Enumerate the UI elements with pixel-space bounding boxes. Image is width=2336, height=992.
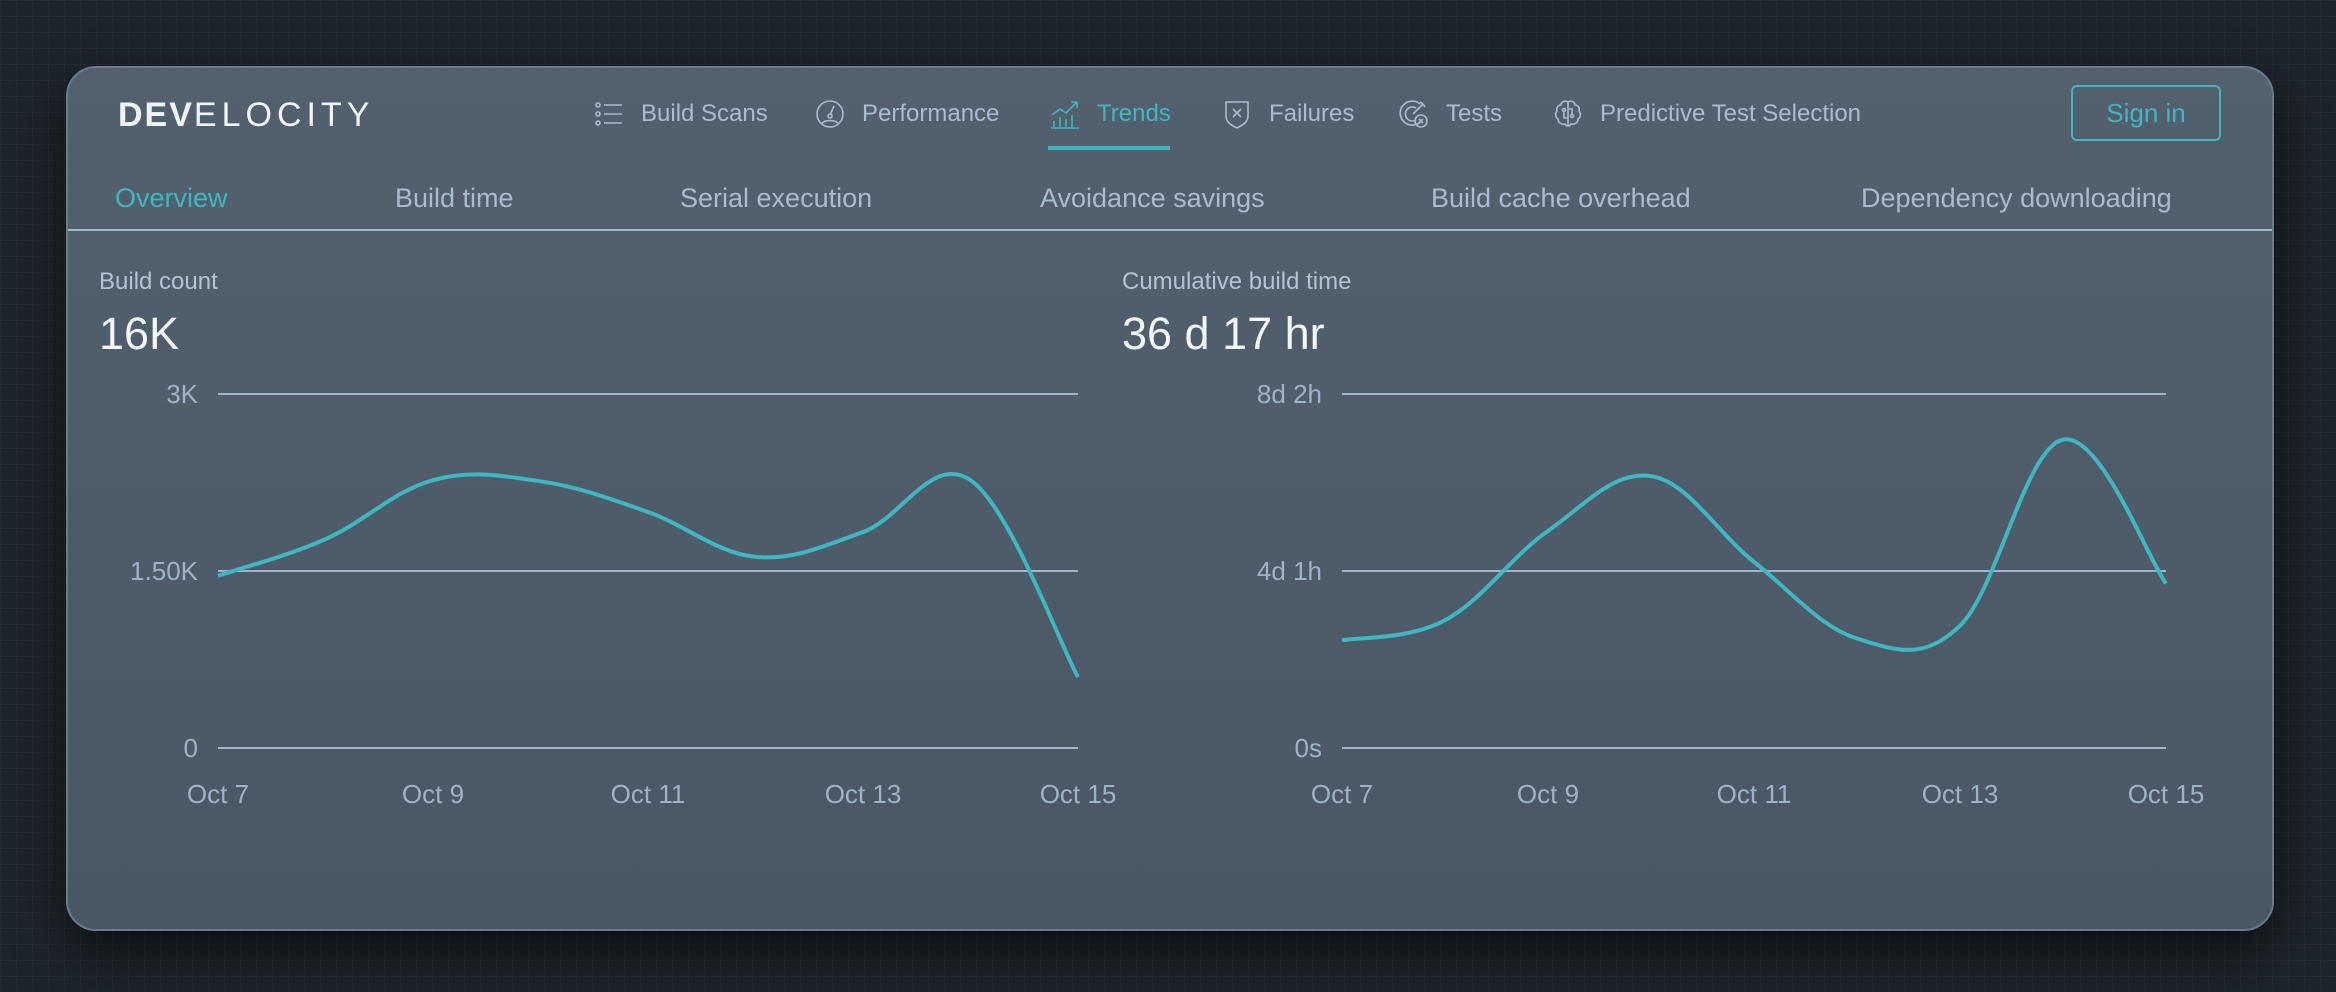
x-tick-label: Oct 7 [187, 779, 249, 809]
gauge-icon [816, 100, 844, 128]
tab-overview[interactable]: Overview [115, 183, 228, 213]
nav-label: Trends [1097, 100, 1171, 127]
x-tick-label: Oct 11 [611, 779, 686, 809]
nav-build-scans[interactable]: Build Scans [593, 98, 768, 130]
x-tick-label: Oct 9 [1517, 779, 1579, 809]
nav-performance[interactable]: Performance [814, 98, 999, 130]
tabs-divider [68, 229, 2272, 231]
x-tick-label: Oct 15 [2128, 779, 2205, 809]
nav-label: Performance [862, 100, 1000, 127]
cumulative-build-time-title: Cumulative build time [1122, 268, 1352, 295]
y-tick-label: 0s [1295, 733, 1322, 763]
x-tick-label: Oct 13 [1922, 779, 1999, 809]
shield-x-icon [1225, 101, 1249, 129]
tab-build-cache-overhead[interactable]: Build cache overhead [1431, 183, 1691, 213]
nav-label: Build Scans [641, 100, 768, 127]
tab-build-time[interactable]: Build time [395, 183, 514, 213]
cumulative-build-time-value: 36 d 17 hr [1122, 308, 1325, 359]
brain-icon [1554, 100, 1582, 127]
y-tick-label: 4d 1h [1257, 556, 1322, 586]
y-tick-label: 8d 2h [1257, 379, 1322, 409]
build-count-title: Build count [99, 268, 218, 295]
nav-label: Predictive Test Selection [1600, 100, 1862, 127]
tab-avoidance-savings[interactable]: Avoidance savings [1040, 183, 1265, 213]
list-icon [595, 102, 622, 126]
x-tick-label: Oct 7 [1311, 779, 1373, 809]
x-tick-label: Oct 9 [402, 779, 464, 809]
trend-chart-icon [1051, 101, 1079, 129]
nav-failures[interactable]: Failures [1221, 98, 1354, 130]
charts-layer: 0 1.50K 3K Oct 7 Oct 9 Oct 11 Oct 13 Oct 15 0s 4d… [130, 379, 2205, 809]
sign-in-button[interactable]: Sign in [2071, 85, 2221, 141]
nav-predictive-test-selection[interactable]: Predictive Test Selection [1552, 98, 1861, 130]
nav-label: Failures [1269, 100, 1355, 127]
tab-dependency-downloading[interactable]: Dependency downloading [1861, 183, 2172, 213]
active-nav-indicator [1048, 146, 1170, 150]
y-tick-label: 1.50K [130, 556, 199, 586]
build-count-value: 16K [99, 308, 180, 359]
nav-label: Tests [1446, 100, 1503, 127]
develocity-logo[interactable]: DEVELOCITY [118, 96, 375, 134]
x-tick-label: Oct 11 [1717, 779, 1792, 809]
tab-serial-execution[interactable]: Serial execution [680, 183, 873, 213]
nav-trends[interactable]: Trends [1049, 98, 1171, 130]
x-tick-label: Oct 13 [825, 779, 902, 809]
x-tick-label: Oct 15 [1040, 779, 1117, 809]
y-tick-label: 0 [184, 733, 198, 763]
y-tick-label: 3K [166, 379, 198, 409]
target-x-icon [1399, 100, 1428, 128]
series-line [1341, 437, 2168, 652]
nav-tests[interactable]: Tests [1398, 98, 1502, 130]
trends-card: DEVELOCITY Build Scans Performance Trend… [66, 66, 2274, 931]
series-line [217, 471, 1080, 679]
